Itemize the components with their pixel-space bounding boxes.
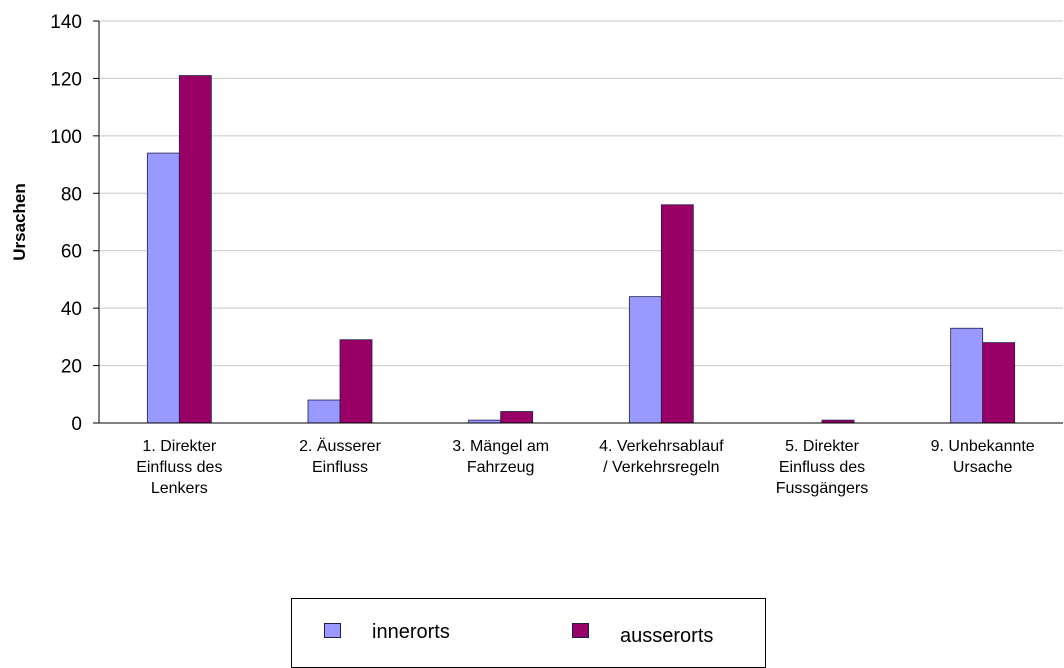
y-tick-label: 40 (61, 299, 82, 320)
legend-swatch-innerorts (324, 623, 341, 638)
y-tick-label: 0 (71, 414, 82, 435)
y-tick-label: 140 (50, 12, 82, 33)
y-tick-label: 120 (50, 69, 82, 90)
y-tick-label: 20 (61, 357, 82, 378)
legend-label-ausserorts: ausserorts (620, 625, 714, 647)
bar-ausserorts (339, 339, 373, 424)
legend-swatch-ausserorts (572, 623, 589, 638)
bar-ausserorts (982, 342, 1016, 424)
gridlines (93, 20, 1063, 424)
y-axis-label: Ursachen (10, 183, 29, 260)
axes (98, 21, 1063, 424)
y-tick-labels: 0 20 40 60 80 100 120 140 (50, 12, 82, 435)
y-tick-label: 100 (50, 127, 82, 148)
y-tick-label: 80 (61, 184, 82, 205)
x-tick-label: 3. Mängel am Fahrzeug (452, 438, 549, 476)
x-tick-label: 1. Direkter Einfluss des Lenkers (136, 438, 222, 497)
bar-innerorts (628, 296, 662, 424)
x-tick-label: 9. Unbekannte Ursache (931, 438, 1035, 476)
x-tick-labels: 1. Direkter Einfluss des Lenkers 2. Äussere… (136, 437, 1035, 497)
legend: innerorts ausserorts (291, 598, 766, 668)
x-tick-label: 4. Verkehrsablauf / Verkehrsregeln (599, 438, 724, 476)
bar-ausserorts (660, 204, 694, 424)
bar-innerorts (307, 399, 341, 424)
x-tick-label: 5. Direkter Einfluss des Fussgängers (776, 438, 869, 497)
bar-innerorts (146, 152, 180, 424)
bar-innerorts (950, 327, 984, 424)
legend-label-innerorts: innerorts (372, 621, 450, 643)
bar-ausserorts (178, 75, 212, 424)
y-tick-label: 60 (61, 242, 82, 263)
x-tick-label: 2. Äusserer Einfluss (299, 437, 381, 476)
bar-ausserorts (500, 411, 534, 424)
bars (146, 75, 1016, 424)
